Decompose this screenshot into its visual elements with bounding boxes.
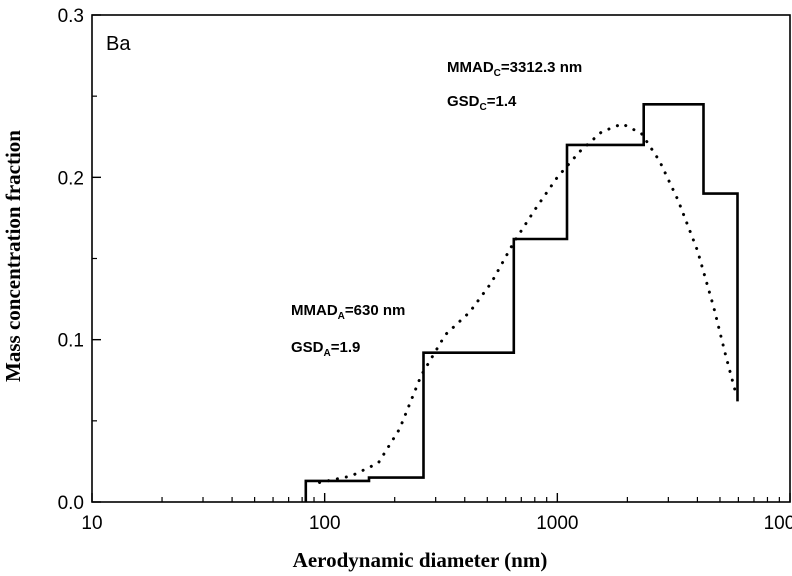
y-tick-label: 0.2 xyxy=(58,168,84,189)
measured-step-line xyxy=(304,103,739,502)
annotation-mmad-c-main: MMAD xyxy=(447,59,494,76)
plot-layer xyxy=(304,103,739,502)
y-tick-label: 0.1 xyxy=(58,331,84,352)
annotation-mmad-a: MMADA=630 nm xyxy=(291,302,405,322)
annotation-gsd-c-rest: =1.4 xyxy=(487,93,517,110)
tick-layer: 10 100 1000 10000 0.0 0.1 0.2 0.3 xyxy=(58,6,792,534)
x-tick-label: 100 xyxy=(309,513,341,534)
fitted-distribution-line xyxy=(318,122,739,484)
annotation-gsd-a-sub: A xyxy=(324,348,331,359)
annotation-gsd-c: GSDC=1.4 xyxy=(447,93,517,113)
annotation-mmad-a-main: MMAD xyxy=(291,302,338,319)
plot-frame xyxy=(91,14,791,503)
annotation-mmad-c-rest: =3312.3 nm xyxy=(501,59,582,76)
x-tick-label: 10 xyxy=(81,513,102,534)
annotation-gsd-a-rest: =1.9 xyxy=(331,339,361,356)
annotation-gsd-a: GSDA=1.9 xyxy=(291,339,360,359)
y-axis-title: Mass concentration fraction xyxy=(1,130,25,382)
annotation-gsd-c-main: GSD xyxy=(447,93,480,110)
annotation-mmad-a-rest: =630 nm xyxy=(345,302,405,319)
annotation-mmad-c: MMADC=3312.3 nm xyxy=(447,59,582,79)
panel-label: Ba xyxy=(106,33,131,55)
x-tick-label: 10000 xyxy=(764,513,792,534)
annotation-gsd-c-sub: C xyxy=(480,102,487,113)
y-tick-label: 0.0 xyxy=(58,493,84,514)
annotation-mmad-c-sub: C xyxy=(494,68,501,79)
x-axis-title: Aerodynamic diameter (nm) xyxy=(293,548,548,572)
annotation-gsd-a-main: GSD xyxy=(291,339,324,356)
annotation-mmad-a-sub: A xyxy=(338,311,345,322)
x-tick-label: 1000 xyxy=(536,513,578,534)
y-tick-label: 0.3 xyxy=(58,6,84,27)
